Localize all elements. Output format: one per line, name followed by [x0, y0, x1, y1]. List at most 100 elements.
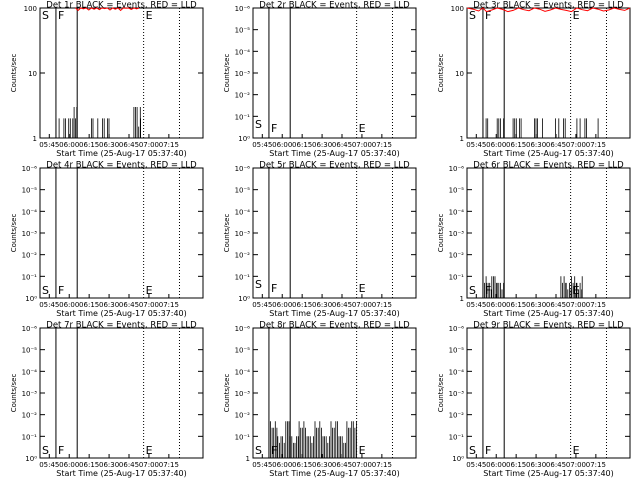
y-tick-label: 10⁻⁵ — [235, 27, 251, 35]
y-tick-label: 10⁰ — [25, 455, 37, 463]
x-tick-label: 07:00 — [352, 461, 372, 469]
y-tick-label: 10⁻² — [235, 412, 251, 420]
time-marker-label: E — [146, 444, 153, 457]
y-tick-label: 10⁻⁶ — [449, 165, 465, 173]
y-axis-label: Counts/sec — [10, 54, 18, 93]
y-tick-label: 10⁻² — [449, 252, 465, 260]
detector-panel: Det 3r BLACK = Events, RED = LLD Counts/s… — [437, 1, 631, 158]
x-tick-label: 06:45 — [546, 301, 566, 309]
y-tick-label: 10⁻¹ — [235, 273, 251, 281]
y-axis-label: Counts/sec — [437, 214, 445, 253]
x-tick-label: 05:45 — [39, 461, 59, 469]
x-axis-label: Start Time (25-Aug-17 05:37:40) — [483, 149, 614, 158]
x-tick-label: 05:45 — [466, 461, 486, 469]
plot-frame — [466, 327, 631, 459]
y-tick-label: 10⁻⁵ — [22, 187, 38, 195]
x-axis-label: Start Time (25-Aug-17 05:37:40) — [483, 309, 614, 318]
y-tick-label: 10⁻² — [449, 412, 465, 420]
y-axis-label: Counts/sec — [10, 214, 18, 253]
detector-panel: Det 1r BLACK = Events, RED = LLD Counts/s… — [10, 1, 204, 158]
panel-title: Det 5r BLACK = Events, RED = LLD — [259, 161, 410, 171]
x-tick-label: 07:00 — [352, 301, 372, 309]
x-tick-label: 06:15 — [506, 461, 526, 469]
x-tick-label: 07:15 — [372, 461, 392, 469]
x-axis-label: Start Time (25-Aug-17 05:37:40) — [269, 469, 400, 478]
x-tick-label: 05:45 — [466, 141, 486, 149]
time-marker-label: E — [573, 444, 580, 457]
time-marker-label: E — [359, 444, 366, 457]
x-tick-label: 05:45 — [466, 301, 486, 309]
plot-frame — [466, 7, 631, 139]
x-tick-label: 06:30 — [312, 141, 332, 149]
y-tick-label: 10⁻³ — [235, 70, 251, 78]
x-tick-label: 07:00 — [566, 461, 586, 469]
x-tick-label: 06:00 — [486, 141, 506, 149]
x-axis-label: Start Time (25-Aug-17 05:37:40) — [56, 149, 187, 158]
y-tick-label: 10⁻¹ — [449, 433, 465, 441]
y-tick-label: 10⁻⁴ — [235, 48, 251, 56]
y-axis-label: Counts/sec — [223, 374, 231, 413]
plot-frame — [252, 7, 417, 139]
time-marker-label: E — [359, 282, 366, 295]
x-tick-label: 06:45 — [546, 141, 566, 149]
y-tick-label: 10⁻⁴ — [235, 208, 251, 216]
events-series — [268, 421, 357, 458]
y-tick-label: 100 — [451, 5, 464, 13]
y-tick-label: 10⁻⁶ — [235, 5, 251, 13]
y-tick-label: 10⁰ — [238, 295, 250, 303]
panel-title: Det 3r BLACK = Events, RED = LLD — [473, 1, 624, 11]
x-tick-label: 06:30 — [526, 301, 546, 309]
time-marker-label: S — [469, 9, 476, 22]
y-tick-label: 10⁻⁶ — [235, 165, 251, 173]
y-tick-label: 10⁻⁶ — [235, 325, 251, 333]
time-marker-label: E — [146, 9, 153, 22]
y-tick-label: 10⁻⁴ — [22, 368, 38, 376]
x-tick-label: 07:15 — [586, 141, 606, 149]
y-tick-label: 10⁻¹ — [22, 273, 38, 281]
y-tick-label: 10⁰ — [238, 135, 250, 143]
y-tick-label: 10⁻² — [22, 412, 38, 420]
time-marker-label: F — [485, 444, 491, 457]
panel-title: Det 9r BLACK = Events, RED = LLD — [473, 321, 624, 331]
x-tick-label: 07:15 — [586, 461, 606, 469]
y-tick-label: 1 — [33, 135, 37, 143]
x-tick-label: 06:00 — [59, 461, 79, 469]
y-tick-label: 10⁻² — [22, 252, 38, 260]
x-tick-label: 07:00 — [139, 141, 159, 149]
y-tick-label: 10⁻² — [235, 252, 251, 260]
x-tick-label: 07:00 — [139, 461, 159, 469]
x-tick-label: 05:45 — [252, 141, 272, 149]
time-marker-label: F — [485, 9, 491, 22]
time-marker-label: F — [58, 444, 64, 457]
lld-series — [75, 7, 140, 12]
time-marker-label: S — [42, 9, 49, 22]
x-axis-label: Start Time (25-Aug-17 05:37:40) — [483, 469, 614, 478]
panel-title: Det 8r BLACK = Events, RED = LLD — [259, 321, 410, 331]
x-tick-label: 07:15 — [159, 301, 179, 309]
x-tick-label: 06:45 — [119, 141, 139, 149]
y-tick-label: 10⁻⁶ — [22, 165, 38, 173]
y-tick-label: 10⁻² — [235, 92, 251, 100]
detector-panel: Det 6r BLACK = Events, RED = LLD Counts/s… — [437, 161, 631, 318]
y-tick-label: 10 — [455, 70, 464, 78]
x-tick-label: 06:15 — [79, 301, 99, 309]
time-marker-label: F — [271, 444, 277, 457]
time-marker-label: F — [58, 9, 64, 22]
time-marker-label: E — [146, 284, 153, 297]
detector-panel: Det 9r BLACK = Events, RED = LLD Counts/s… — [437, 321, 631, 478]
detector-panel: Det 5r BLACK = Events, RED = LLD Counts/s… — [223, 161, 417, 318]
x-tick-label: 07:00 — [352, 141, 372, 149]
x-tick-label: 06:00 — [59, 301, 79, 309]
time-marker-label: E — [573, 9, 580, 22]
y-tick-label: 10⁻³ — [22, 230, 38, 238]
x-tick-label: 07:00 — [139, 301, 159, 309]
x-tick-label: 06:45 — [119, 301, 139, 309]
y-tick-label: 10⁻⁴ — [449, 208, 465, 216]
y-tick-label: 10⁻³ — [22, 390, 38, 398]
time-marker-label: S — [469, 444, 476, 457]
x-axis-label: Start Time (25-Aug-17 05:37:40) — [56, 309, 187, 318]
panel-title: Det 1r BLACK = Events, RED = LLD — [46, 1, 197, 11]
y-tick-label: 10⁻⁵ — [235, 187, 251, 195]
y-tick-label: 10⁻⁶ — [449, 325, 465, 333]
